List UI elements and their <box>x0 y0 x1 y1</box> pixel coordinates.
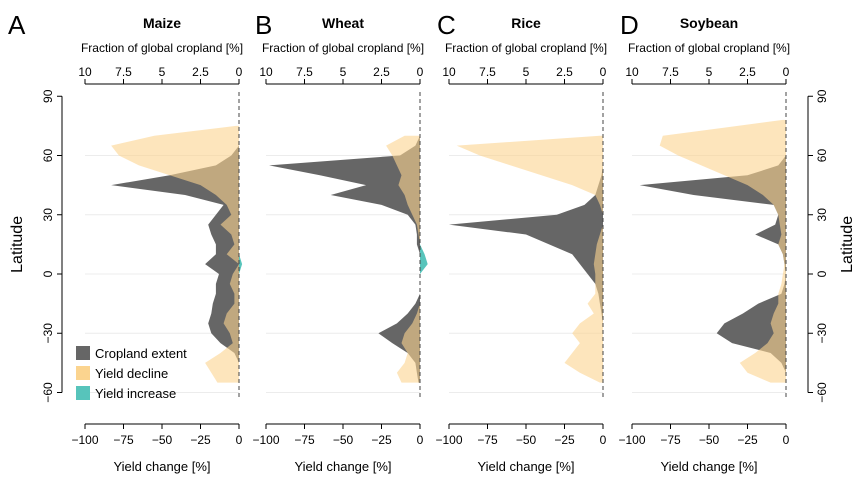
panel-wheat: 10 7.5 5 2.5 0 Fraction of global cropland [%… <box>252 10 428 474</box>
left-latitude-axis: −60 −30 0 30 60 90 Latitude <box>9 89 63 403</box>
legend-swatch <box>76 346 90 360</box>
right-tick-label: 30 <box>815 208 829 222</box>
top-tick-label: 5 <box>706 65 713 79</box>
legend-label: Yield increase <box>95 386 176 401</box>
bottom-axis-label: Yield change [%] <box>660 459 757 474</box>
right-tick-label: −30 <box>815 323 829 344</box>
top-tick-label: 7.5 <box>479 65 496 79</box>
panel-title: Soybean <box>680 15 738 31</box>
bottom-tick-label: −25 <box>737 433 758 447</box>
top-tick-label: 2.5 <box>373 65 390 79</box>
top-tick-label: 10 <box>259 65 273 79</box>
legend: Cropland extent Yield decline Yield increa… <box>76 346 187 401</box>
bottom-tick-label: −25 <box>190 433 211 447</box>
bottom-tick-label: −75 <box>294 433 315 447</box>
bottom-tick-label: 0 <box>600 433 607 447</box>
bottom-axis-label: Yield change [%] <box>294 459 391 474</box>
yield-decline-area <box>659 119 786 383</box>
panel-letter: D <box>620 10 639 40</box>
left-tick-label: −30 <box>41 323 55 344</box>
panel-rice: 10 7.5 5 2.5 0 Fraction of global cropland [%… <box>435 10 607 474</box>
bottom-axis-label: Yield change [%] <box>477 459 574 474</box>
top-tick-label: 5 <box>340 65 347 79</box>
left-axis-label: Latitude <box>9 216 26 273</box>
legend-swatch <box>76 366 90 380</box>
top-axis-label: Fraction of global cropland [%] <box>81 41 243 55</box>
bottom-tick-label: −50 <box>516 433 537 447</box>
top-tick-label: 0 <box>236 65 243 79</box>
cropland-extent-area <box>111 125 239 383</box>
top-tick-label: 2.5 <box>192 65 209 79</box>
bottom-tick-label: 0 <box>783 433 790 447</box>
legend-swatch <box>76 386 90 400</box>
top-tick-label: 2.5 <box>556 65 573 79</box>
top-tick-label: 0 <box>783 65 790 79</box>
cropland-extent-area <box>269 135 420 383</box>
left-tick-label: 30 <box>41 208 55 222</box>
right-tick-label: 60 <box>815 149 829 163</box>
panel-title: Wheat <box>322 15 364 31</box>
right-tick-label: 90 <box>815 89 829 103</box>
bottom-axis-label: Yield change [%] <box>113 459 210 474</box>
top-tick-label: 5 <box>159 65 166 79</box>
left-tick-label: 90 <box>41 89 55 103</box>
panel-letter: A <box>8 10 26 40</box>
right-axis-label: Latitude <box>839 216 856 273</box>
left-tick-label: 60 <box>41 149 55 163</box>
top-tick-label: 7.5 <box>115 65 132 79</box>
top-tick-label: 0 <box>600 65 607 79</box>
bottom-tick-label: −50 <box>699 433 720 447</box>
bottom-tick-label: −100 <box>618 433 645 447</box>
legend-label: Cropland extent <box>95 346 187 361</box>
bottom-tick-label: −100 <box>252 433 279 447</box>
panel-title: Maize <box>143 15 181 31</box>
top-axis-label: Fraction of global cropland [%] <box>628 41 790 55</box>
top-tick-label: 2.5 <box>739 65 756 79</box>
top-tick-label: 0 <box>417 65 424 79</box>
bottom-tick-label: −100 <box>71 433 98 447</box>
top-tick-label: 10 <box>78 65 92 79</box>
top-tick-label: 10 <box>442 65 456 79</box>
top-axis-label: Fraction of global cropland [%] <box>445 41 607 55</box>
panel-maize: 10 7.5 5 2.5 0 Fraction of global cropland [%… <box>8 10 243 474</box>
top-tick-label: 7.5 <box>662 65 679 79</box>
yield-decline-area <box>456 135 603 383</box>
bottom-tick-label: 0 <box>417 433 424 447</box>
top-axis-label: Fraction of global cropland [%] <box>262 41 424 55</box>
yield-decline-area <box>111 125 239 383</box>
panel-letter: C <box>437 10 456 40</box>
top-tick-label: 10 <box>625 65 639 79</box>
panel-soybean: 10 7.5 5 2.5 0 Fraction of global cropland [%… <box>618 10 790 474</box>
bottom-tick-label: −50 <box>333 433 354 447</box>
panel-title: Rice <box>511 15 541 31</box>
left-tick-label: −60 <box>41 382 55 403</box>
legend-label: Yield decline <box>95 366 168 381</box>
top-tick-label: 5 <box>523 65 530 79</box>
bottom-tick-label: −75 <box>477 433 498 447</box>
right-latitude-axis: −60 −30 0 30 60 90 Latitude <box>807 89 856 403</box>
bottom-tick-label: −75 <box>660 433 681 447</box>
bottom-tick-label: 0 <box>236 433 243 447</box>
bottom-tick-label: −25 <box>371 433 392 447</box>
bottom-tick-label: −50 <box>152 433 173 447</box>
right-tick-label: 0 <box>815 270 829 277</box>
panel-letter: B <box>255 10 272 40</box>
right-tick-label: −60 <box>815 382 829 403</box>
left-tick-label: 0 <box>41 270 55 277</box>
yield-increase-area <box>420 135 428 383</box>
bottom-tick-label: −100 <box>435 433 462 447</box>
bottom-tick-label: −75 <box>113 433 134 447</box>
top-tick-label: 7.5 <box>296 65 313 79</box>
bottom-tick-label: −25 <box>554 433 575 447</box>
panels-group: 10 7.5 5 2.5 0 Fraction of global cropland [%… <box>8 10 790 474</box>
yield-decline-area <box>386 135 420 383</box>
